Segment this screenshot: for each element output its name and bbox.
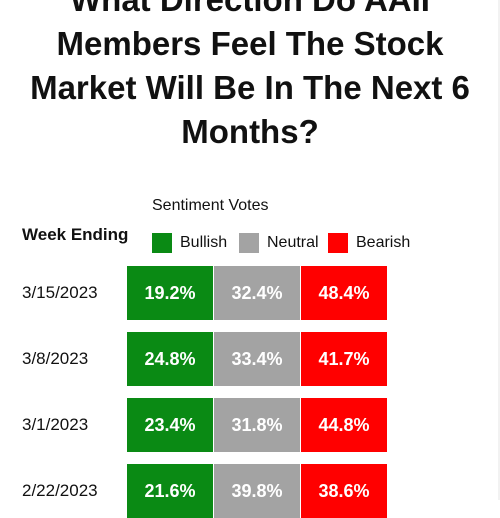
- bullish-cell: 24.8%: [127, 332, 213, 386]
- bullish-cell: 19.2%: [127, 266, 213, 320]
- table-row: 3/1/2023 23.4% 31.8% 44.8%: [0, 398, 500, 452]
- title-line: Market Will Be In The Next 6: [30, 69, 470, 106]
- bearish-cell: 44.8%: [301, 398, 387, 452]
- legend-label-bullish: Bullish: [180, 234, 228, 251]
- neutral-cell: 31.8%: [214, 398, 300, 452]
- bullish-cell: 23.4%: [127, 398, 213, 452]
- week-date: 3/15/2023: [22, 283, 98, 302]
- table-row: 2/22/2023 21.6% 39.8% 38.6%: [0, 464, 500, 518]
- sentiment-votes-heading: Sentiment Votes: [152, 197, 269, 214]
- week-date: 3/8/2023: [22, 349, 89, 368]
- legend-label-neutral: Neutral: [267, 234, 319, 251]
- table-row: 3/8/2023 24.8% 33.4% 41.7%: [0, 332, 500, 386]
- legend-item-bearish: Bearish: [328, 232, 410, 254]
- legend-item-bullish: Bullish: [152, 232, 227, 254]
- legend-label-bearish: Bearish: [356, 234, 411, 251]
- legend-item-neutral: Neutral: [239, 232, 319, 254]
- chart-title: What Direction Do AAII Members Feel The …: [0, 0, 500, 154]
- bearish-cell: 41.7%: [301, 332, 387, 386]
- week-date: 3/1/2023: [22, 415, 89, 434]
- legend-swatch-bearish: [328, 233, 348, 253]
- page-divider: [498, 0, 500, 500]
- bearish-cell: 48.4%: [301, 266, 387, 320]
- title-line: Members Feel The Stock: [56, 25, 444, 62]
- week-date: 2/22/2023: [22, 481, 98, 500]
- title-line: What Direction Do AAII: [0, 0, 500, 22]
- legend-swatch-neutral: [239, 233, 259, 253]
- title-line: Months?: [181, 113, 319, 150]
- week-ending-header: Week Ending: [22, 225, 129, 244]
- bearish-cell: 38.6%: [301, 464, 387, 518]
- neutral-cell: 33.4%: [214, 332, 300, 386]
- neutral-cell: 32.4%: [214, 266, 300, 320]
- bullish-cell: 21.6%: [127, 464, 213, 518]
- legend-swatch-bullish: [152, 233, 172, 253]
- neutral-cell: 39.8%: [214, 464, 300, 518]
- table-row: 3/15/2023 19.2% 32.4% 48.4%: [0, 266, 500, 320]
